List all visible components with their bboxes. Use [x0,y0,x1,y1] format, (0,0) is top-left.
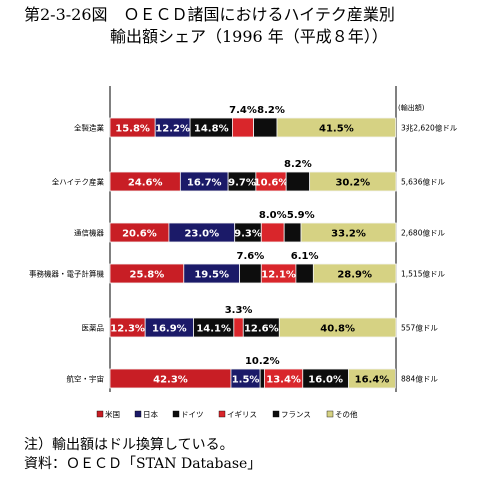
legend-swatch-3 [172,410,180,418]
value-label-row-6-series-6: 16.4% [355,375,390,386]
bar-segment-row-3-series-5 [283,222,302,243]
value-label-row-4-series-1: 25.8% [130,270,165,281]
value-label-row-1-series-2: 12.2% [155,124,190,135]
legend-label-6: その他 [335,409,358,419]
note-text: 注）輸出額はドル換算している。 [24,437,234,453]
category-label-row-1: 全製造業 [74,123,104,133]
legend-label-1: 米国 [105,409,120,419]
bar-segment-row-6-series-3 [259,368,265,389]
total-label-row-3: 2,680億ドル [401,228,445,238]
value-label-row-5-series-4: 3.3% [225,305,253,316]
value-label-row-3-series-6: 33.2% [331,229,366,240]
value-label-row-3-series-1: 20.6% [122,229,157,240]
value-label-row-1-series-6: 41.5% [319,124,354,135]
legend-swatch-5 [272,410,280,418]
legend-label-3: ドイツ [181,410,204,419]
value-label-row-6-series-1: 42.3% [153,375,188,386]
value-label-row-3-series-4: 8.0% [259,210,287,221]
value-label-row-4-series-5: 6.1% [291,251,319,262]
value-label-row-6-series-5: 16.0% [308,375,343,386]
legend-swatch-6 [326,410,334,418]
chart-title-line1: 第2-3-26図 ＯＥＣＤ諸国におけるハイテク産業別 [24,5,395,24]
total-label-row-1: 3兆2,620億ドル [401,123,458,133]
bar-segment-row-1-series-5 [253,117,278,138]
value-label-row-3-series-3: 9.3% [234,229,262,240]
chart-title-line2: 輸出額シェア（1996 年（平成８年）） [110,27,388,46]
bar-segment-row-5-series-6 [278,317,397,338]
value-label-row-2-series-3: 9.7% [228,178,256,189]
legend-swatch-1 [96,410,104,418]
value-label-row-5-series-6: 40.8% [320,324,355,335]
value-label-row-1-series-4: 7.4% [229,105,257,116]
value-label-row-2-series-6: 30.2% [335,178,370,189]
value-label-row-5-series-3: 14.1% [196,324,231,335]
bar-segment-row-4-series-5 [295,263,314,284]
total-label-row-6: 884億ドル [401,374,438,384]
legend-label-4: イギリス [227,410,257,419]
category-label-row-2: 全ハイテク産業 [52,177,105,187]
value-label-row-4-series-2: 19.5% [194,270,229,281]
category-label-row-4: 事務機器・電子計算機 [29,269,104,279]
total-label-row-4: 1,515億ドル [401,269,445,279]
chart-title: 第2-3-26図 ＯＥＣＤ諸国におけるハイテク産業別輸出額シェア（1996 年（… [24,4,395,48]
legend-swatch-4 [218,410,226,418]
value-label-row-6-series-3: 10.2% [245,356,280,367]
category-label-row-3: 通信機器 [74,228,104,238]
legend-swatch-2 [134,410,142,418]
total-label-row-5: 557億ドル [401,323,438,333]
legend-label-5: フランス [281,410,311,419]
bar-segment-row-3-series-6 [300,222,397,243]
category-label-row-6: 航空・宇宙 [67,374,105,384]
value-label-row-3-series-2: 23.0% [184,229,219,240]
value-label-row-2-series-5: 8.2% [284,159,312,170]
bar-segment-row-5-series-4 [233,317,244,338]
value-label-row-5-series-1: 12.3% [110,324,145,335]
bar-segment-row-2-series-5 [285,171,311,192]
value-label-row-6-series-2: 1.5% [232,375,260,386]
bar-segment-row-3-series-4 [260,222,285,243]
total-label-row-2: 5,636億ドル [401,177,445,187]
value-label-row-4-series-3: 7.6% [237,251,265,262]
bar-segment-row-6-series-6 [348,368,396,389]
legend-label-2: 日本 [143,409,158,419]
value-label-row-6-series-4: 13.4% [266,375,301,386]
value-label-row-2-series-4: 10.6% [254,178,289,189]
bar-segment-row-1-series-6 [276,117,397,138]
bar-segment-row-1-series-4 [232,117,254,138]
chart-notes: 注）輸出額はドル換算している。 資料：ＯＥＣＤ「STAN Database」 [24,436,261,474]
value-label-row-1-series-1: 15.8% [115,124,150,135]
value-label-row-4-series-6: 28.9% [337,270,372,281]
value-label-row-2-series-2: 16.7% [187,178,222,189]
total-header: (輸出額) [398,103,425,112]
value-label-row-1-series-5: 8.2% [257,105,285,116]
category-label-row-5: 医薬品 [82,323,105,333]
bar-segment-row-4-series-3 [239,263,262,284]
bar-segment-row-4-series-6 [312,263,397,284]
value-label-row-4-series-4: 12.1% [261,270,296,281]
value-label-row-3-series-5: 5.9% [287,210,315,221]
source-text: 資料：ＯＥＣＤ「STAN Database」 [24,456,262,472]
value-label-row-5-series-5: 12.6% [244,324,279,335]
bar-segment-row-2-series-6 [309,171,397,192]
value-label-row-1-series-3: 14.8% [194,124,229,135]
value-label-row-2-series-1: 24.6% [128,178,163,189]
value-label-row-5-series-2: 16.9% [152,324,187,335]
